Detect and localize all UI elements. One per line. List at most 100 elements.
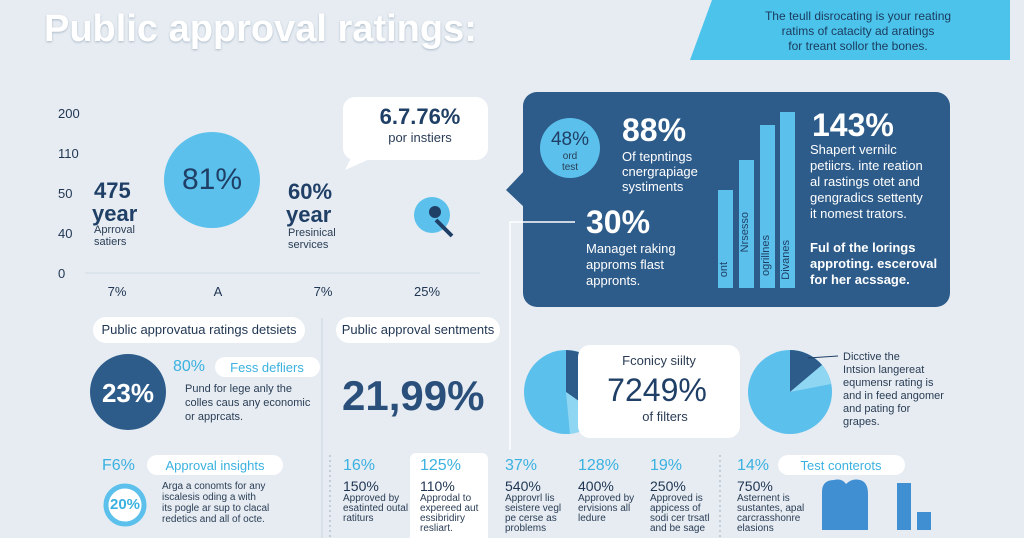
dark-panel xyxy=(523,92,950,307)
callout-caption: por instiers xyxy=(388,130,452,145)
column-top: 14% xyxy=(737,457,770,474)
axis-label: 50 xyxy=(58,186,73,201)
pie-note: and pating for xyxy=(843,403,911,415)
column-value: 250% xyxy=(650,478,686,494)
stat-value: 143% xyxy=(812,107,894,143)
column-text: elasions xyxy=(737,523,774,534)
column-top: 37% xyxy=(505,457,538,474)
panel-bars xyxy=(718,112,795,288)
column-text: sustantes, apal xyxy=(737,503,805,514)
column-top: 16% xyxy=(343,457,376,474)
callout-tail xyxy=(345,150,372,170)
axis-label: 40 xyxy=(58,226,73,241)
column-text: Approved by xyxy=(343,493,400,504)
pie-note: Intsion langereat xyxy=(843,364,925,376)
bar-label: ogrillnes xyxy=(760,235,772,276)
banner-text: The teull disrocating is your reating xyxy=(764,9,952,23)
pie-note: Dicctive the xyxy=(843,351,900,363)
stat-caption: Presinical xyxy=(288,227,336,239)
column-text: resliart. xyxy=(420,523,453,534)
stat-caption: satiers xyxy=(94,236,127,248)
column-text: Approved is xyxy=(650,493,703,504)
column-value: 150% xyxy=(343,478,379,494)
column-text: essibridiry xyxy=(420,513,466,524)
bar-label: Nrsesso xyxy=(739,212,751,253)
details-text: or apprcats. xyxy=(185,411,244,423)
stat-caption: Aprroval xyxy=(94,224,135,236)
axis-label: 7% xyxy=(107,284,127,299)
pill xyxy=(147,455,283,475)
ring-20 xyxy=(103,483,147,527)
axis-label: 7% xyxy=(313,284,333,299)
callout-box xyxy=(343,97,488,160)
ring-value: 20% xyxy=(109,496,141,513)
title: Public approval ratings: xyxy=(44,8,477,50)
pill xyxy=(93,317,305,343)
details-text: Pund for lege anly the xyxy=(185,383,293,395)
card-caption: of filters xyxy=(642,409,688,424)
column-text: Approved by xyxy=(578,493,635,504)
axis-label: 200 xyxy=(58,106,80,121)
column-text: and be sage xyxy=(650,523,706,534)
stat-value: 475 xyxy=(94,178,131,203)
circle-value: 48% xyxy=(550,129,590,150)
stat-caption: al rastings otet and xyxy=(810,174,920,189)
column-text: Asternent is xyxy=(737,493,790,504)
card-value: 7249% xyxy=(607,372,707,408)
stat-caption: approms flast xyxy=(586,257,665,272)
column-top: 19% xyxy=(650,457,683,474)
pie-2 xyxy=(748,350,839,434)
pill-label: Fess defliers xyxy=(230,360,304,375)
column-text: appicess of xyxy=(650,503,701,514)
column-top: 128% xyxy=(578,457,619,474)
stat-value: 88% xyxy=(622,112,687,148)
column-text: ervisions all xyxy=(578,503,631,514)
details-text: colles caus any economic xyxy=(185,397,311,409)
banner-text: ratims of catacity ad aratings xyxy=(781,24,935,38)
stat-caption: systiments xyxy=(622,179,684,194)
panel-note: Ful of the lorings xyxy=(810,240,916,255)
circle-caption: ord xyxy=(562,151,578,162)
column-card xyxy=(410,453,488,538)
column-value: 110% xyxy=(420,478,455,494)
stat-caption: it nomest trators. xyxy=(810,206,907,221)
icons xyxy=(822,479,931,530)
pin-icon xyxy=(414,197,454,238)
stat-caption: gengradics settenty xyxy=(810,190,923,205)
insights-text: iscalesis oding a with xyxy=(162,492,256,503)
stat-caption: Of tepntings xyxy=(622,149,693,164)
callout-value: 6.7.76% xyxy=(379,104,461,129)
stat-caption: Managet raking xyxy=(586,241,676,256)
column-text: Approdal to xyxy=(420,493,472,504)
pill-label: Test conterots xyxy=(800,458,882,473)
column-text: pe cerse as xyxy=(505,513,557,524)
column-value: 400% xyxy=(578,478,614,494)
insights-text: Arga a conomts for any xyxy=(162,481,266,492)
circle-value: 23% xyxy=(101,378,155,408)
insights-text: redetics and all of octe. xyxy=(162,514,265,525)
pill-label: Public approval sentments xyxy=(341,322,495,337)
bar-label: Divanes xyxy=(780,240,792,280)
pill xyxy=(778,455,905,475)
stat-value: 60% xyxy=(288,179,333,204)
circle-value: 81% xyxy=(181,163,243,196)
stat-caption: Shapert vernilc xyxy=(810,142,897,157)
pill-label: Public approvatua ratings detsiets xyxy=(101,322,297,337)
stat-value: 80% xyxy=(173,358,206,375)
column-text: ledure xyxy=(578,513,606,524)
column-text: sodi cer trsatl xyxy=(650,513,710,524)
card-heading: Fconicy siilty xyxy=(622,353,696,368)
column-text: esatinted outal xyxy=(343,503,409,514)
axis-label: 110 xyxy=(58,146,79,161)
pie-note: grapes. xyxy=(843,416,880,428)
circle-23 xyxy=(90,354,166,430)
bar-label: ont xyxy=(718,262,730,278)
pie-note: and in feed angomer xyxy=(843,390,944,402)
stat-caption: services xyxy=(288,239,329,251)
column-text: seistere vegl xyxy=(505,503,562,514)
column-text: carcrasshonre xyxy=(737,513,801,524)
circle-48 xyxy=(540,118,600,178)
connector xyxy=(509,221,575,450)
